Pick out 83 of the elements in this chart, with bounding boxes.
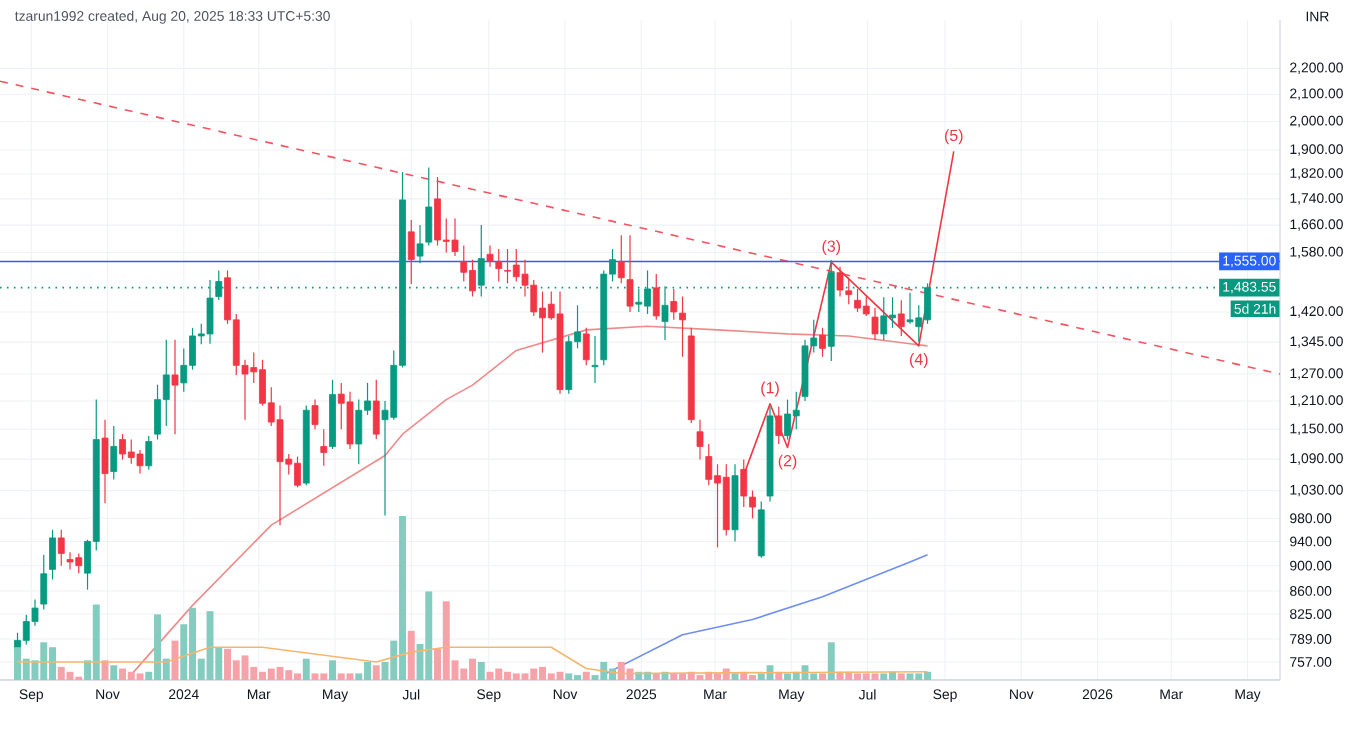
bar (40, 642, 48, 680)
bar (442, 601, 450, 680)
candlestick (880, 296, 888, 341)
candlestick (906, 292, 914, 325)
bar (110, 665, 118, 680)
bar (495, 668, 503, 680)
bar (477, 661, 485, 680)
candlestick (311, 398, 319, 430)
candlestick (66, 551, 74, 570)
bar (512, 673, 520, 680)
candlestick (565, 335, 573, 395)
bar (267, 668, 275, 680)
bar (285, 670, 293, 680)
candlestick (355, 398, 363, 465)
candlestick (171, 339, 179, 435)
candlestick (460, 244, 468, 283)
bar (819, 673, 826, 680)
candlestick (775, 405, 783, 445)
candlestick (136, 449, 144, 475)
annotation: (4) (909, 353, 928, 368)
candlestick (670, 288, 678, 321)
candlestick (145, 435, 153, 470)
candlestick (276, 405, 284, 526)
candlestick (705, 443, 713, 486)
candlestick (626, 234, 634, 313)
bar (92, 604, 100, 680)
bar (582, 671, 590, 680)
bar (136, 673, 144, 680)
candlestick (451, 217, 459, 257)
bar (311, 673, 319, 680)
bar (880, 673, 888, 680)
bar (320, 673, 328, 680)
candlestick (652, 273, 660, 321)
bar (617, 661, 625, 680)
bar (897, 673, 905, 680)
candlestick (372, 379, 380, 440)
candlestick (320, 428, 328, 467)
candlestick (162, 339, 170, 427)
bar (915, 673, 923, 680)
bar (827, 642, 835, 680)
bar (57, 666, 65, 680)
bar (547, 673, 555, 680)
candlestick (792, 391, 800, 430)
bar (906, 673, 914, 680)
bar (530, 668, 538, 680)
candlestick (582, 327, 590, 366)
bar (127, 671, 135, 680)
annotation: (5) (944, 129, 963, 145)
candlestick (836, 266, 844, 298)
bar (425, 591, 433, 680)
bar (757, 673, 765, 680)
candlestick (57, 529, 65, 567)
candlestick (696, 419, 704, 461)
bar (302, 658, 310, 680)
candlestick (757, 500, 765, 559)
candlestick (49, 529, 56, 581)
annotation: (2) (778, 454, 797, 470)
candlestick (591, 335, 599, 384)
bar (565, 673, 573, 680)
bar (871, 673, 879, 680)
candlestick (819, 327, 826, 358)
bar (407, 630, 415, 680)
bar (810, 673, 818, 680)
candlestick (416, 224, 424, 264)
bar (346, 673, 354, 680)
candlestick (110, 425, 118, 480)
candlestick (101, 419, 109, 504)
candlestick (346, 391, 354, 450)
candlestick (407, 219, 415, 285)
candlestick (871, 307, 879, 341)
annotation: (3) (822, 240, 841, 255)
bar (372, 665, 380, 680)
bar (329, 660, 336, 680)
candlestick (486, 244, 494, 268)
candlestick (897, 299, 905, 337)
bar (862, 673, 870, 680)
bar (521, 673, 529, 680)
candlestick (617, 234, 625, 284)
candlestick (862, 295, 870, 317)
candlestick (425, 166, 433, 247)
bar (337, 673, 345, 680)
candlestick (40, 554, 48, 610)
annotation: (1) (761, 381, 779, 397)
